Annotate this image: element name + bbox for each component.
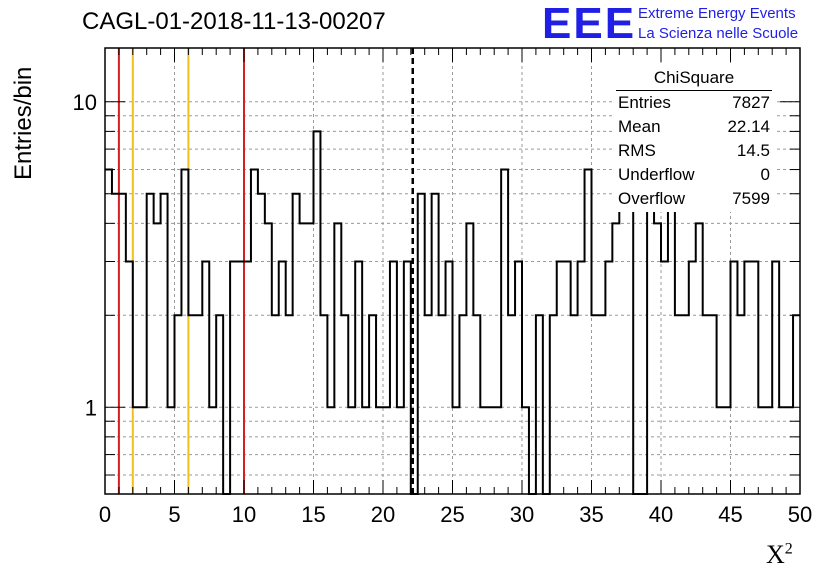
x-tick-label: 10: [232, 502, 256, 527]
stats-row: Overflow 7599: [612, 187, 776, 211]
x-tick-label: 20: [371, 502, 395, 527]
stats-label: Mean: [618, 117, 661, 136]
x-tick-label: 25: [440, 502, 464, 527]
x-tick-label: 15: [301, 502, 325, 527]
stats-row: RMS 14.5: [612, 139, 776, 163]
stats-label: Entries: [618, 93, 671, 112]
stats-value: 0: [760, 165, 770, 184]
stats-value: 22.14: [727, 117, 770, 136]
stats-label: Overflow: [618, 189, 686, 208]
y-axis-label: Entries/bin: [10, 66, 37, 180]
y-tick-label: 10: [73, 90, 97, 115]
stats-row: Mean 22.14: [612, 115, 776, 139]
x-tick-label: 35: [579, 502, 603, 527]
stats-box: ChiSquare Entries 7827 Mean 22.14 RMS 14.5 …: [612, 66, 776, 212]
stats-value: 14.5: [736, 141, 770, 160]
x-tick-label: 5: [168, 502, 180, 527]
stats-label: RMS: [618, 141, 656, 160]
logo-caption-line2: La Scienza nelle Scuole: [638, 25, 799, 42]
stats-title: ChiSquare: [616, 66, 772, 91]
x-tick-label: 30: [510, 502, 534, 527]
x-tick-label: 50: [788, 502, 812, 527]
eee-logo: EEE: [542, 0, 637, 48]
run-title: CAGL-01-2018-11-13-00207: [82, 8, 386, 35]
y-tick-label: 1: [85, 395, 97, 420]
axis-layer: 0 5 10 15 20 25 30 35 40 45 50 1 10: [73, 47, 812, 527]
stats-row: Underflow 0: [612, 163, 776, 187]
x-axis-label-sup: 2: [784, 540, 793, 558]
stats-row: Entries 7827: [612, 91, 776, 115]
x-tick-label: 45: [718, 502, 742, 527]
stats-value: 7827: [732, 93, 770, 112]
logo-caption: Extreme Energy Events La Scienza nelle S…: [638, 4, 798, 44]
x-axis-label-main: X: [766, 540, 785, 569]
x-tick-label: 40: [649, 502, 673, 527]
x-axis-label: X2: [766, 540, 793, 570]
stats-label: Underflow: [618, 165, 695, 184]
logo-caption-line1: Extreme Energy Events: [638, 5, 796, 22]
x-tick-label: 0: [99, 502, 111, 527]
stats-value: 7599: [732, 189, 770, 208]
